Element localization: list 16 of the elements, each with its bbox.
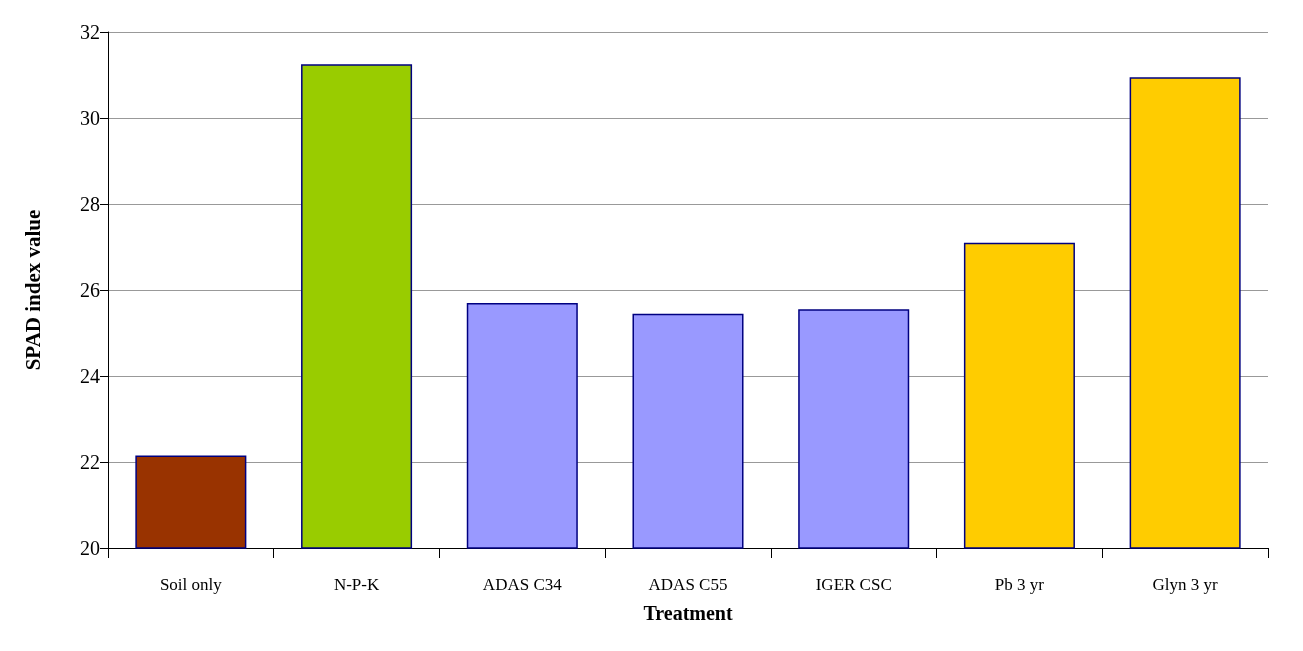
y-tick-label: 22 — [80, 451, 100, 473]
x-tick-label: IGER CSC — [815, 575, 892, 594]
y-tick-label: 30 — [80, 107, 100, 129]
x-tick-label: Glyn 3 yr — [1152, 575, 1219, 594]
y-axis-title: SPAD index value — [20, 209, 45, 371]
x-tick-label: ADAS C34 — [482, 575, 563, 594]
y-tick-label: 24 — [80, 365, 100, 387]
x-tick-label: Pb 3 yr — [994, 575, 1045, 594]
x-tick-label: N-P-K — [333, 575, 380, 594]
y-tick-label: 26 — [80, 279, 100, 301]
x-tick-label: Soil only — [159, 575, 223, 594]
x-axis-title: Treatment — [643, 602, 733, 624]
y-tick-label: 28 — [80, 193, 100, 215]
y-tick-label: 32 — [80, 21, 100, 43]
y-tick-label: 20 — [80, 537, 100, 559]
x-tick-label: ADAS C55 — [648, 575, 728, 594]
